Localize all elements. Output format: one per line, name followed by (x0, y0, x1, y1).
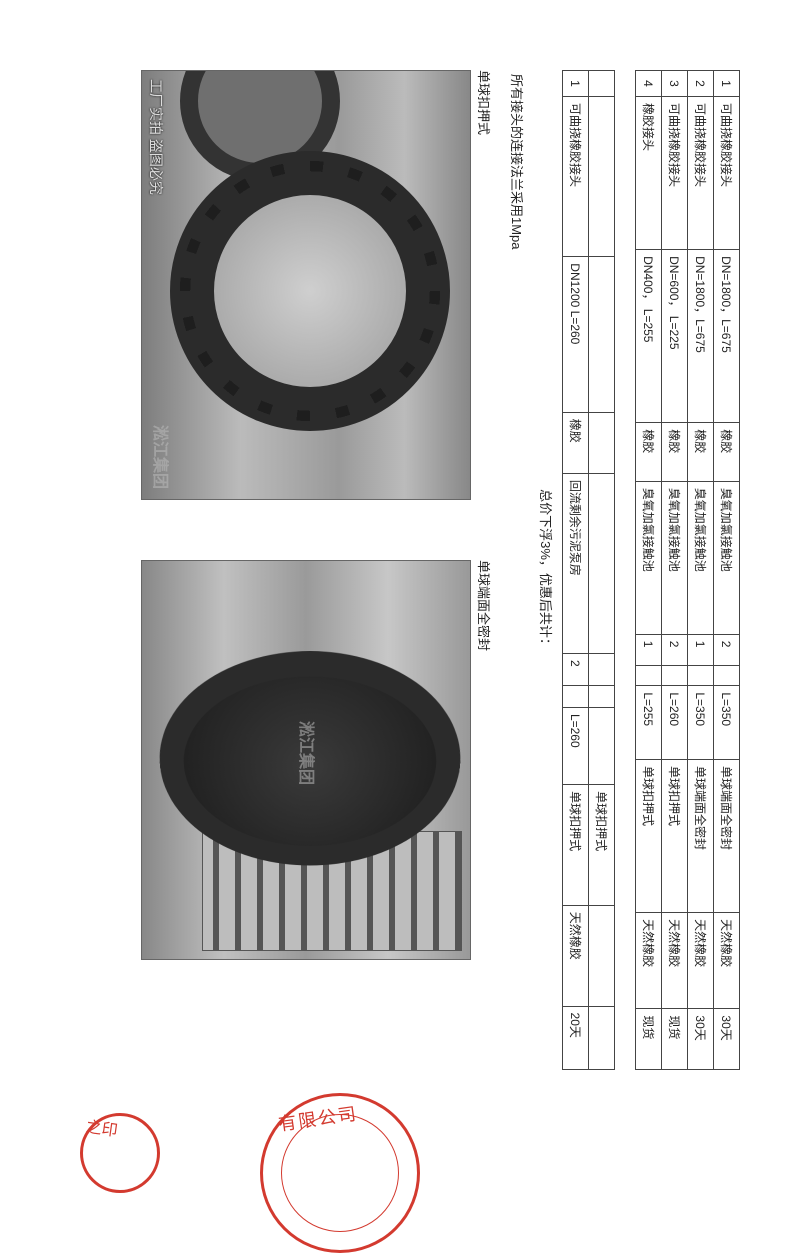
lead-time (589, 1006, 615, 1069)
product-name: 可曲挠橡胶接头 (563, 97, 589, 257)
table-row: 4橡胶接头DN400， L=255橡胶臭氧加氯接触池1 L=255单球扣押式天然橡… (636, 71, 662, 1070)
spec: DN400， L=255 (636, 250, 662, 423)
usage (589, 473, 615, 653)
photo-caption: 工厂实拍 盗图必究 (146, 79, 166, 195)
lead-time: 30天 (688, 1009, 714, 1070)
qty (589, 653, 615, 686)
product-name: 橡胶接头 (636, 97, 662, 250)
price-summary: 总价下浮3%，优惠后共计： (537, 70, 556, 1070)
lead-time: 现货 (662, 1009, 688, 1070)
blank1 (714, 665, 740, 686)
usage: 臭氧加氯接触池 (688, 481, 714, 634)
usage: 臭氧加氯接触池 (636, 481, 662, 634)
watermark-group: 淞江集团 (150, 425, 174, 489)
product-name: 可曲挠橡胶接头 (662, 97, 688, 250)
spec-table-2: 单球扣押式 1可曲挠橡胶接头DN1200 L=260橡胶回流剩余污泥泵房2 L=26… (562, 70, 615, 1070)
material: 橡胶 (563, 412, 589, 473)
flange-note: 所有接头的连接法兰采用1Mpa (508, 74, 527, 1070)
blank1 (589, 686, 615, 707)
ball-type: 单球扣押式 (589, 785, 615, 906)
length: L=350 (714, 686, 740, 760)
material: 橡胶 (662, 423, 688, 481)
ball-type: 单球端面全密封 (688, 760, 714, 913)
rubber-type (589, 905, 615, 1006)
blank1 (688, 665, 714, 686)
table-row: 1可曲挠橡胶接头DN=1800，L=675橡胶臭氧加氯接触池2 L=350单球端面… (714, 71, 740, 1070)
photo-label-left: 单球扣押式 (475, 70, 494, 500)
product-name: 可曲挠橡胶接头 (688, 97, 714, 250)
product-photo-clamp: 淞江集团 工厂实拍 盗图必究 (141, 70, 471, 500)
usage: 臭氧加氯接触池 (714, 481, 740, 634)
photo-block-right: 单球端面全密封 淞江集团 (141, 560, 494, 960)
ball-type: 单球扣押式 (662, 760, 688, 913)
seal-stamp-small-text: 之印 (84, 1113, 119, 1141)
spec: DN1200 L=260 (563, 257, 589, 412)
photo-block-left: 单球扣押式 淞江集团 工厂实拍 盗图必究 (141, 70, 494, 500)
product-name: 可曲挠橡胶接头 (714, 97, 740, 250)
row-number (589, 71, 615, 97)
photo-label-right: 单球端面全密封 (475, 560, 494, 960)
rubber-type: 天然橡胶 (714, 913, 740, 1009)
blank1 (563, 686, 589, 707)
table-row: 1可曲挠橡胶接头DN1200 L=260橡胶回流剩余污泥泵房2 L=260单球扣押… (563, 71, 589, 1070)
row-number: 3 (662, 71, 688, 97)
ball-type: 单球端面全密封 (714, 760, 740, 913)
length: L=260 (563, 707, 589, 784)
usage: 臭氧加氯接触池 (662, 481, 688, 634)
spec: DN=1800，L=675 (714, 250, 740, 423)
ball-type: 单球扣押式 (636, 760, 662, 913)
table-row: 3可曲挠橡胶接头DN=600， L=225橡胶臭氧加氯接触池2 L=260单球扣押… (662, 71, 688, 1070)
material: 橡胶 (636, 423, 662, 481)
length: L=350 (688, 686, 714, 760)
spec (589, 257, 615, 412)
rubber-type: 天然橡胶 (688, 913, 714, 1009)
rubber-type: 天然橡胶 (662, 913, 688, 1009)
material (589, 412, 615, 473)
qty: 1 (636, 634, 662, 665)
row-number: 1 (714, 71, 740, 97)
spec: DN=600， L=225 (662, 250, 688, 423)
qty: 2 (714, 634, 740, 665)
rotated-sheet: 1可曲挠橡胶接头DN=1800，L=675橡胶臭氧加氯接触池2L=350单球端面… (0, 0, 800, 1143)
usage: 回流剩余污泥泵房 (563, 473, 589, 653)
product-photo-fullseal: 淞江集团 (141, 560, 471, 960)
spec-table-1: 1可曲挠橡胶接头DN=1800，L=675橡胶臭氧加氯接触池2L=350单球端面… (635, 70, 740, 1070)
qty: 1 (688, 634, 714, 665)
table-row: 单球扣押式 (589, 71, 615, 1070)
rubber-type: 天然橡胶 (636, 913, 662, 1009)
spec: DN=1800，L=675 (688, 250, 714, 423)
row-number: 1 (563, 71, 589, 97)
watermark-group-2: 淞江集团 (296, 721, 320, 785)
blank1 (662, 665, 688, 686)
lead-time: 现货 (636, 1009, 662, 1070)
row-number: 2 (688, 71, 714, 97)
blank1 (636, 665, 662, 686)
qty: 2 (662, 634, 688, 665)
qty: 2 (563, 653, 589, 686)
page-content: 1可曲挠橡胶接头DN=1800，L=675橡胶臭氧加氯接触池2L=350单球端面… (141, 70, 740, 1070)
material: 橡胶 (714, 423, 740, 481)
photo-row: 单球扣押式 淞江集团 工厂实拍 盗图必究 单球端面全密封 淞江集团 (141, 70, 494, 1070)
material: 橡胶 (688, 423, 714, 481)
length (589, 707, 615, 784)
rubber-type: 天然橡胶 (563, 905, 589, 1006)
length: L=260 (662, 686, 688, 760)
lead-time: 30天 (714, 1009, 740, 1070)
row-number: 4 (636, 71, 662, 97)
length: L=255 (636, 686, 662, 760)
table-row: 2可曲挠橡胶接头DN=1800，L=675橡胶臭氧加氯接触池1 L=350单球端面… (688, 71, 714, 1070)
lead-time: 20天 (563, 1006, 589, 1069)
product-name (589, 97, 615, 257)
ball-type: 单球扣押式 (563, 785, 589, 906)
